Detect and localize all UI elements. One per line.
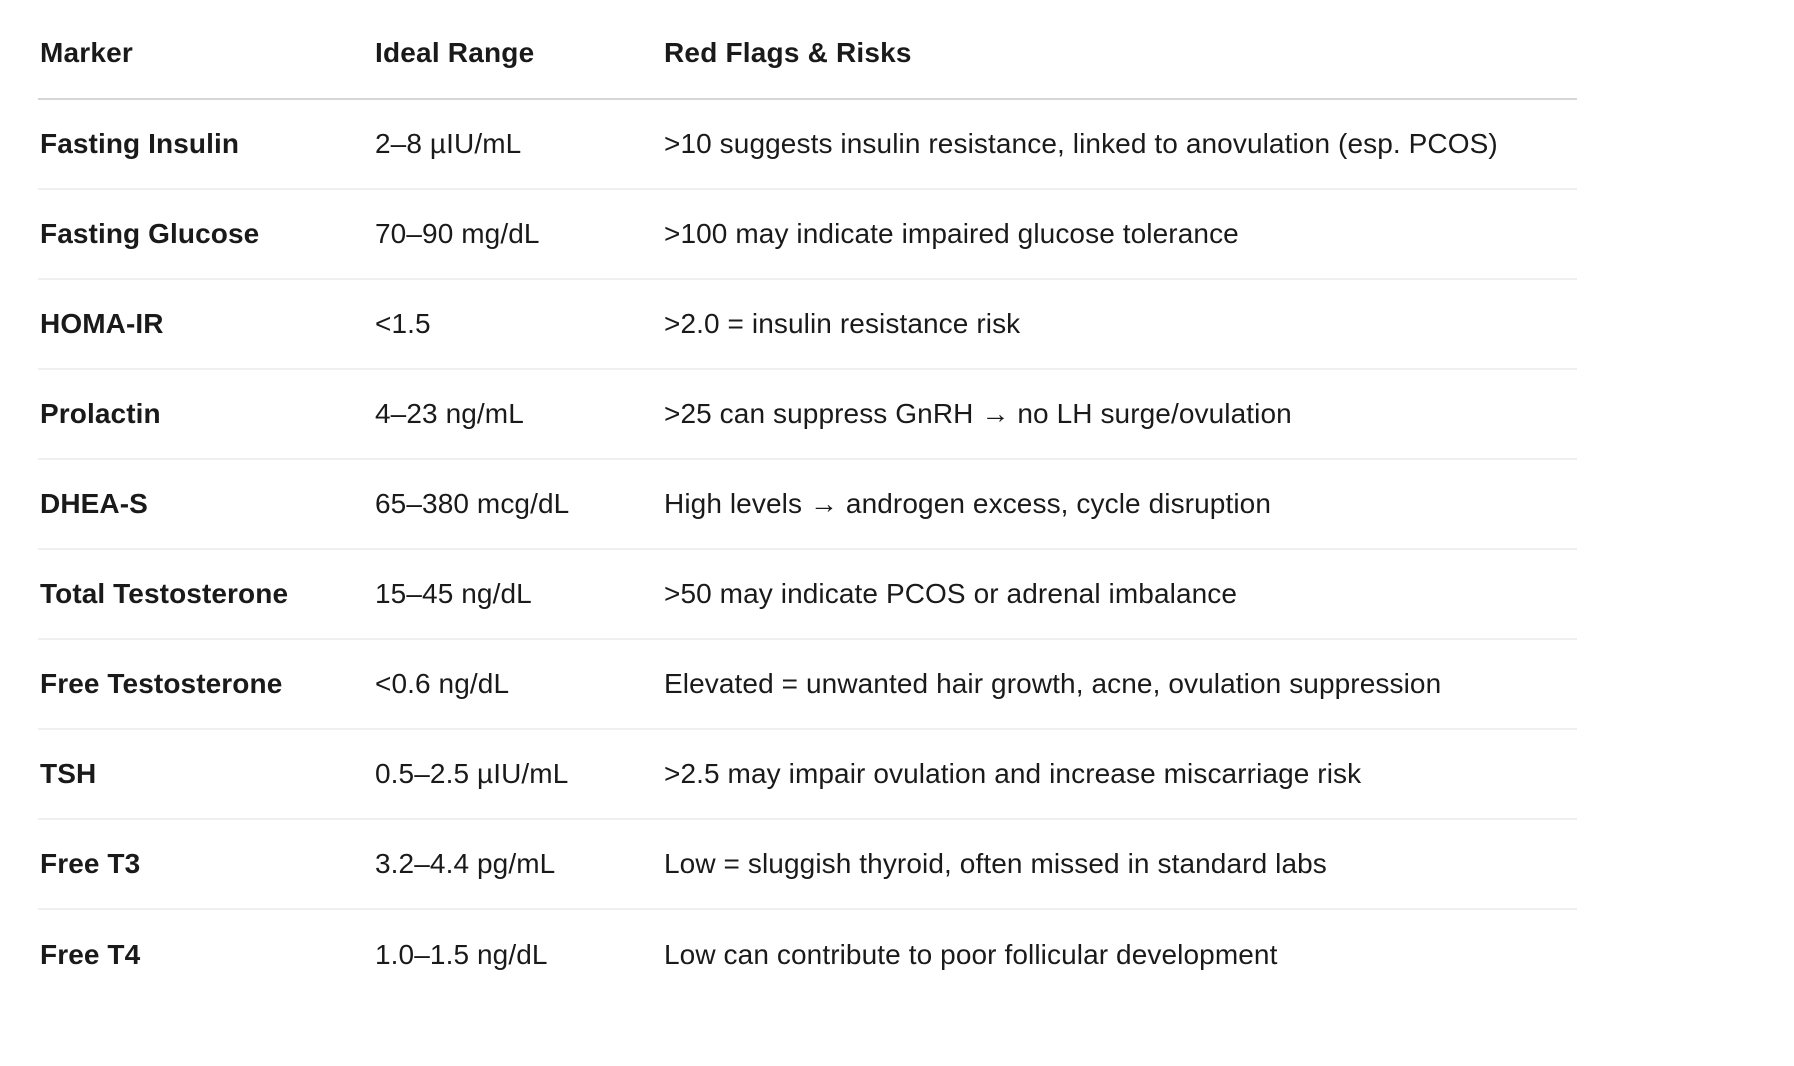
marker-cell: Free T4 bbox=[40, 938, 141, 970]
marker-cell: Free T3 bbox=[38, 819, 373, 910]
ideal-range-cell: 4–23 ng/mL bbox=[373, 369, 662, 460]
table-row: DHEA-S 65–380 mcg/dL High levels → andro… bbox=[38, 459, 1577, 550]
marker-cell: DHEA-S bbox=[38, 459, 373, 550]
table-body: Fasting Insulin 2–8 µIU/mL >10 suggests … bbox=[38, 99, 1577, 999]
header-row: Marker Ideal Range Red Flags & Risks bbox=[38, 0, 1577, 100]
marker-cell: HOMA-IR bbox=[38, 279, 373, 370]
ideal-range-cell: 2–8 µIU/mL bbox=[373, 99, 662, 190]
marker-cell: TSH bbox=[38, 729, 373, 820]
ideal-range-cell: 1.0–1.5 ng/dL bbox=[375, 938, 548, 970]
risk-cell: Low can contribute to poor follicular de… bbox=[664, 938, 1278, 970]
column-header-marker: Marker bbox=[38, 0, 373, 100]
risk-cell: Low = sluggish thyroid, often missed in … bbox=[662, 819, 1577, 910]
table-row: Free T3 3.2–4.4 pg/mL Low = sluggish thy… bbox=[38, 819, 1577, 910]
table-row: TSH 0.5–2.5 µIU/mL >2.5 may impair ovula… bbox=[38, 729, 1577, 820]
risk-cell: >100 may indicate impaired glucose toler… bbox=[662, 189, 1577, 280]
ideal-range-cell: 65–380 mcg/dL bbox=[373, 459, 662, 550]
ideal-range-cell: 70–90 mg/dL bbox=[373, 189, 662, 280]
column-header-ideal-range: Ideal Range bbox=[373, 0, 662, 100]
marker-cell: Free Testosterone bbox=[38, 639, 373, 730]
lab-markers-table: Marker Ideal Range Red Flags & Risks Fas… bbox=[38, 0, 1577, 999]
marker-cell: Prolactin bbox=[38, 369, 373, 460]
table-row: Free T4 1.0–1.5 ng/dL Low can contribute… bbox=[38, 909, 1577, 999]
risk-cell: >2.5 may impair ovulation and increase m… bbox=[662, 729, 1577, 820]
marker-cell: Fasting Insulin bbox=[38, 99, 373, 190]
ideal-range-cell: 3.2–4.4 pg/mL bbox=[373, 819, 662, 910]
table-row: Free Testosterone <0.6 ng/dL Elevated = … bbox=[38, 639, 1577, 730]
marker-cell: Total Testosterone bbox=[38, 549, 373, 640]
ideal-range-cell: <1.5 bbox=[373, 279, 662, 370]
risk-cell: >2.0 = insulin resistance risk bbox=[662, 279, 1577, 370]
risk-cell: Elevated = unwanted hair growth, acne, o… bbox=[662, 639, 1577, 730]
table-row: Fasting Glucose 70–90 mg/dL >100 may ind… bbox=[38, 189, 1577, 280]
marker-cell: Fasting Glucose bbox=[38, 189, 373, 280]
risk-cell: >25 can suppress GnRH → no LH surge/ovul… bbox=[662, 369, 1577, 460]
ideal-range-cell: 15–45 ng/dL bbox=[373, 549, 662, 640]
ideal-range-cell: 0.5–2.5 µIU/mL bbox=[373, 729, 662, 820]
risk-cell: >50 may indicate PCOS or adrenal imbalan… bbox=[662, 549, 1577, 640]
table-row: HOMA-IR <1.5 >2.0 = insulin resistance r… bbox=[38, 279, 1577, 370]
risk-cell: High levels → androgen excess, cycle dis… bbox=[662, 459, 1577, 550]
column-header-red-flags: Red Flags & Risks bbox=[662, 0, 1577, 100]
table-row: Prolactin 4–23 ng/mL >25 can suppress Gn… bbox=[38, 369, 1577, 460]
ideal-range-cell: <0.6 ng/dL bbox=[373, 639, 662, 730]
table-row: Fasting Insulin 2–8 µIU/mL >10 suggests … bbox=[38, 99, 1577, 190]
risk-cell: >10 suggests insulin resistance, linked … bbox=[662, 99, 1577, 190]
table-row: Total Testosterone 15–45 ng/dL >50 may i… bbox=[38, 549, 1577, 640]
table-header: Marker Ideal Range Red Flags & Risks bbox=[38, 0, 1577, 100]
